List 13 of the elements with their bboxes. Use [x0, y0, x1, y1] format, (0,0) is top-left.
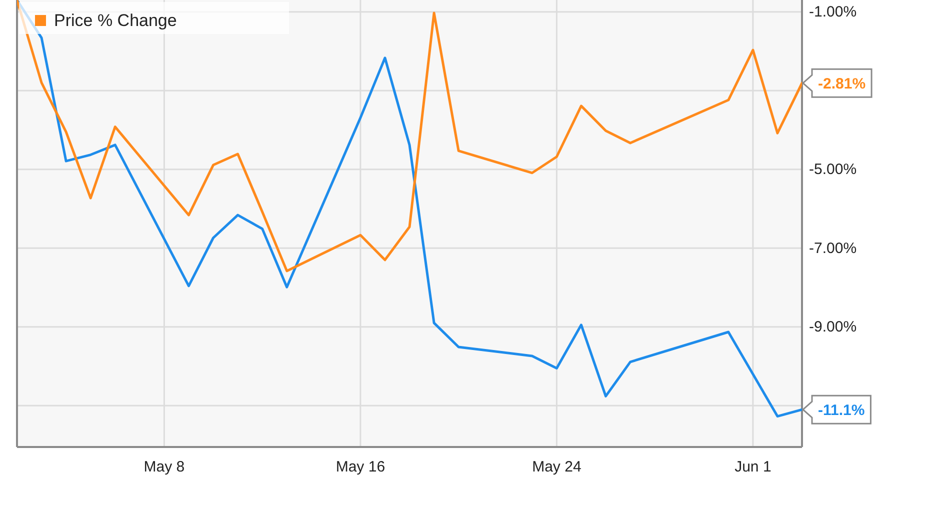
- x-tick-label: Jun 1: [734, 458, 772, 476]
- legend-label: Price % Change: [54, 11, 177, 30]
- y-tick-label: -1.00%: [809, 4, 857, 21]
- x-tick-label: May 16: [336, 458, 386, 476]
- y-tick-label: -9.00%: [809, 318, 857, 336]
- data-label: -2.81%: [818, 75, 866, 92]
- x-tick-label: May 8: [144, 458, 185, 476]
- data-label: -11.1%: [818, 402, 865, 419]
- line-series: [17, 0, 802, 272]
- line-series: [17, 0, 802, 418]
- y-tick-label: -7.00%: [809, 240, 857, 257]
- x-tick-label: May 24: [532, 458, 582, 476]
- y-tick-label: -5.00%: [809, 161, 857, 178]
